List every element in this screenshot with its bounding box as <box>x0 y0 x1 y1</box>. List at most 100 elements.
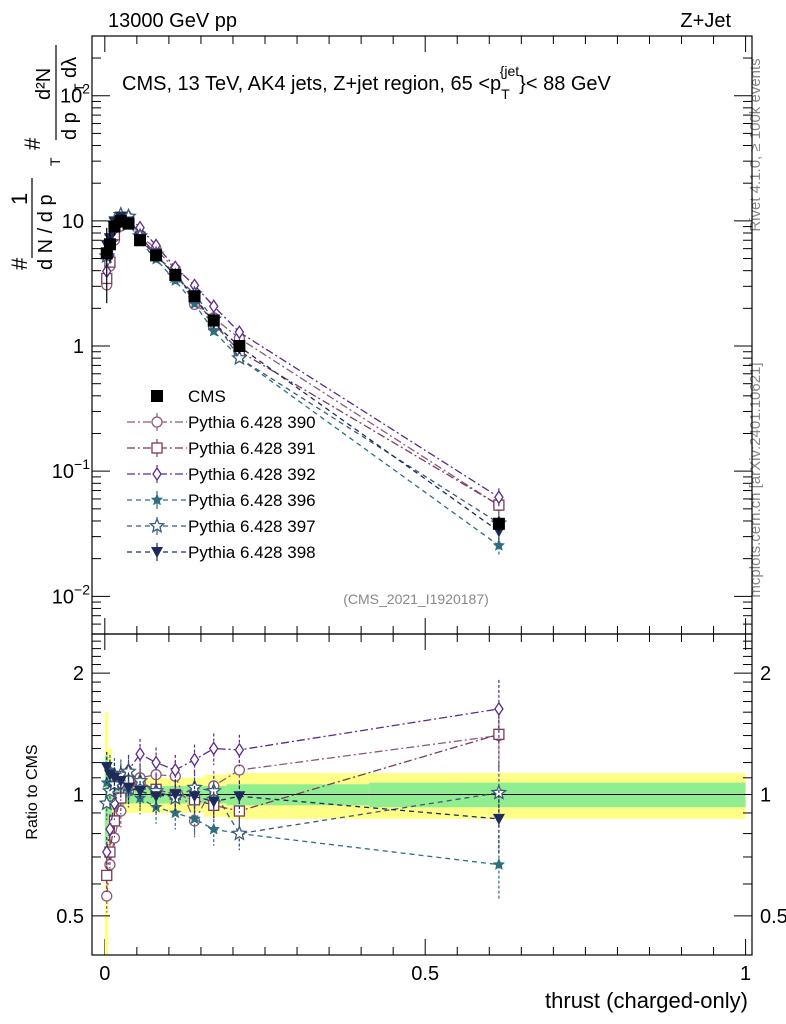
ratio-point <box>168 806 182 819</box>
collision-label: 13000 GeV pp <box>108 10 237 32</box>
ratio-tick-label-right: 2 <box>760 663 771 685</box>
main-panel: 10−2 10−1 1 10 102 <box>52 35 753 955</box>
legend: CMS Pythia 6.428 390 Pythia 6.428 391 Pythi… <box>127 387 316 562</box>
y-label-hash: # <box>7 257 32 270</box>
ratio-point <box>108 772 121 784</box>
rivet-version-label: Rivet 4.1.0, ≥ 100k events <box>747 58 764 231</box>
ratio-point <box>188 812 201 825</box>
mcplots-label: mcplots.cern.ch [arXiv:2401.10621] <box>747 362 764 597</box>
legend-entry: Pythia 6.428 392 <box>127 465 316 484</box>
legend-entry-cms: CMS <box>151 387 226 406</box>
ratio-point <box>494 701 504 717</box>
analysis-tag: (CMS_2021_I1920187) <box>343 591 489 607</box>
legend-marker <box>151 390 163 402</box>
ratio-series-pythia-6-428-397 <box>98 756 508 851</box>
y-label-dl: dλ <box>59 57 81 78</box>
ratio-point <box>134 786 147 798</box>
cms-point <box>188 290 201 303</box>
y-label-d2n: d²N <box>33 68 55 100</box>
legend-label: Pythia 6.428 390 <box>188 413 316 432</box>
ratio-tick-label: 2 <box>73 663 84 685</box>
ratio-point <box>493 728 505 740</box>
legend-label: Pythia 6.428 396 <box>188 491 316 510</box>
ratio-point <box>105 822 115 837</box>
legend-label: Pythia 6.428 398 <box>188 543 316 562</box>
legend-entry: Pythia 6.428 398 <box>127 543 316 562</box>
cms-point <box>233 340 246 353</box>
ratio-tick-label-right: 0.5 <box>760 906 786 928</box>
cms-point <box>492 517 505 530</box>
y-label-one: 1 <box>7 193 32 205</box>
ratio-point <box>233 791 246 803</box>
series-pythia-6-428-392 <box>101 208 504 508</box>
series-point <box>494 490 504 505</box>
chart-title: CMS, 13 TeV, AK4 jets, Z+jet region, 65 … <box>122 63 612 102</box>
y-tick-label: 10−1 <box>52 456 90 483</box>
y-axis-label-ratio: Ratio to CMS <box>24 744 41 839</box>
title-tail: }< 88 GeV <box>519 73 611 95</box>
ratio-tick-label: 1 <box>73 785 84 807</box>
ratio-point <box>170 762 181 778</box>
legend-marker <box>152 466 162 482</box>
y-label-t2: T <box>71 83 87 92</box>
ratio-point <box>101 844 112 860</box>
legend-marker <box>151 416 163 428</box>
legend-marker <box>150 493 164 506</box>
legend-label: Pythia 6.428 392 <box>188 465 316 484</box>
legend-marker <box>148 517 166 534</box>
legend-label: CMS <box>188 387 226 406</box>
cms-point <box>169 268 182 281</box>
ratio-point <box>188 791 201 803</box>
series-cms <box>100 214 505 532</box>
cms-point <box>207 314 220 327</box>
ratio-point <box>151 755 161 770</box>
ratio-point <box>135 746 145 762</box>
ratio-point <box>233 805 246 817</box>
y-label-dp: d p <box>59 112 81 140</box>
y-tick-label: 10 <box>62 211 84 233</box>
ratio-series-pythia-6-428-398 <box>100 751 505 854</box>
x-tick-label: 1 <box>740 963 751 985</box>
y-tick-label: 102 <box>60 81 90 108</box>
y-tick-label: 10−2 <box>52 581 90 608</box>
series-line <box>106 218 500 506</box>
ratio-series-line <box>106 768 499 866</box>
legend-label: Pythia 6.428 397 <box>188 517 316 536</box>
y-label-dn: d N / d p <box>35 194 57 270</box>
x-axis-label: thrust (charged-only) <box>545 988 748 1013</box>
legend-entry: Pythia 6.428 397 <box>127 517 316 536</box>
legend-entry: Pythia 6.428 390 <box>127 413 316 432</box>
y-label-t: T <box>47 157 63 166</box>
series-point <box>231 349 248 366</box>
ratio-point <box>492 813 505 825</box>
ratio-point <box>208 741 219 756</box>
ratio-point <box>114 776 127 788</box>
legend-entry: Pythia 6.428 396 <box>127 491 316 510</box>
ratio-point <box>189 752 200 767</box>
ratio-point <box>150 791 163 803</box>
ratio-point <box>492 857 506 871</box>
ratio-point <box>233 764 246 776</box>
ratio-point <box>234 742 245 758</box>
ratio-point <box>101 890 113 902</box>
cms-point <box>150 249 163 262</box>
legend-entry: Pythia 6.428 391 <box>127 439 316 458</box>
ratio-tick-label: 0.5 <box>56 906 84 928</box>
cms-point <box>134 234 147 247</box>
series-point <box>492 538 506 551</box>
ratio-point <box>231 824 248 841</box>
y-label-hash2: # <box>20 137 45 150</box>
ratio-point <box>101 869 113 882</box>
title-sup: {jet <box>500 63 520 79</box>
legend-marker <box>151 547 163 558</box>
legend-label: Pythia 6.428 391 <box>188 439 316 458</box>
series-point <box>207 324 221 337</box>
svg-text:CMS, 13 TeV, AK4 jets, Z+jet r: CMS, 13 TeV, AK4 jets, Z+jet region, 65 … <box>122 63 612 102</box>
ratio-point <box>207 822 221 835</box>
x-tick-label: 0.5 <box>411 963 439 985</box>
title-main: CMS, 13 TeV, AK4 jets, Z+jet region, 65 … <box>122 73 501 95</box>
x-tick-label: 0 <box>99 963 110 985</box>
ratio-panel: 0 0.5 1 0.5 0.5 1 1 2 2 <box>56 633 786 985</box>
ratio-point <box>207 796 220 808</box>
